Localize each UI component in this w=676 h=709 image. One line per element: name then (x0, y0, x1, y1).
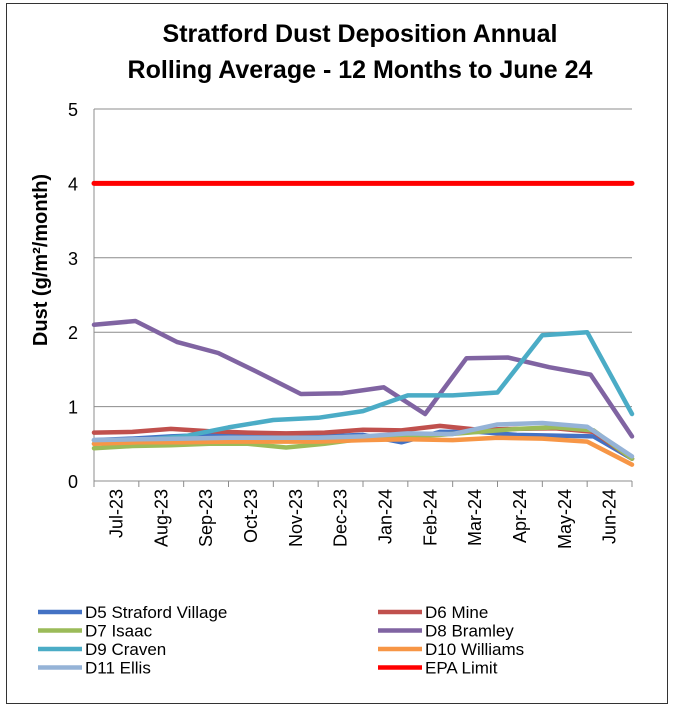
series-line-6 (91, 420, 635, 459)
y-tick-label: 4 (68, 174, 78, 194)
series-line-5 (91, 435, 635, 467)
legend-label: D8 Bramley (425, 622, 514, 641)
legend-label: D5 Straford Village (85, 603, 227, 622)
x-tick-label: Jul-23 (106, 489, 126, 538)
x-tick-label: Dec-23 (331, 489, 351, 547)
y-tick-label: 3 (68, 249, 78, 269)
chart-frame (6, 3, 668, 704)
x-tick-label: Oct-23 (241, 489, 261, 543)
legend-label: D7 Isaac (85, 622, 153, 641)
legend-label: D11 Ellis (85, 659, 151, 678)
legend-label: D6 Mine (425, 603, 488, 622)
x-tick-label: Jun-24 (600, 489, 620, 544)
x-tick-label: Apr-24 (510, 489, 530, 543)
chart-title-line-2: Rolling Average - 12 Months to June 24 (127, 56, 593, 84)
x-tick-label: Feb-24 (420, 489, 440, 546)
x-tick-label: Mar-24 (465, 489, 485, 546)
legend-label: EPA Limit (425, 659, 498, 678)
legend-label: D10 Williams (425, 640, 524, 659)
x-tick-label: Jan-24 (375, 489, 395, 544)
y-tick-label: 1 (68, 398, 78, 418)
chart-title-line-1: Stratford Dust Deposition Annual (162, 20, 558, 48)
chart-title: Stratford Dust Deposition Annual Rolling… (60, 16, 660, 88)
y-tick-label: 0 (68, 472, 78, 492)
y-tick-label: 2 (68, 323, 78, 343)
x-tick-label: Nov-23 (286, 489, 306, 547)
y-axis-label: Dust (g/m²/month) (30, 174, 52, 346)
x-tick-label: Aug-23 (151, 489, 171, 547)
legend-label: D9 Craven (85, 640, 166, 659)
series-line-3 (91, 318, 635, 439)
y-tick-label: 5 (68, 100, 78, 120)
x-tick-label: Sep-23 (196, 489, 216, 547)
x-tick-label: May-24 (555, 489, 575, 549)
